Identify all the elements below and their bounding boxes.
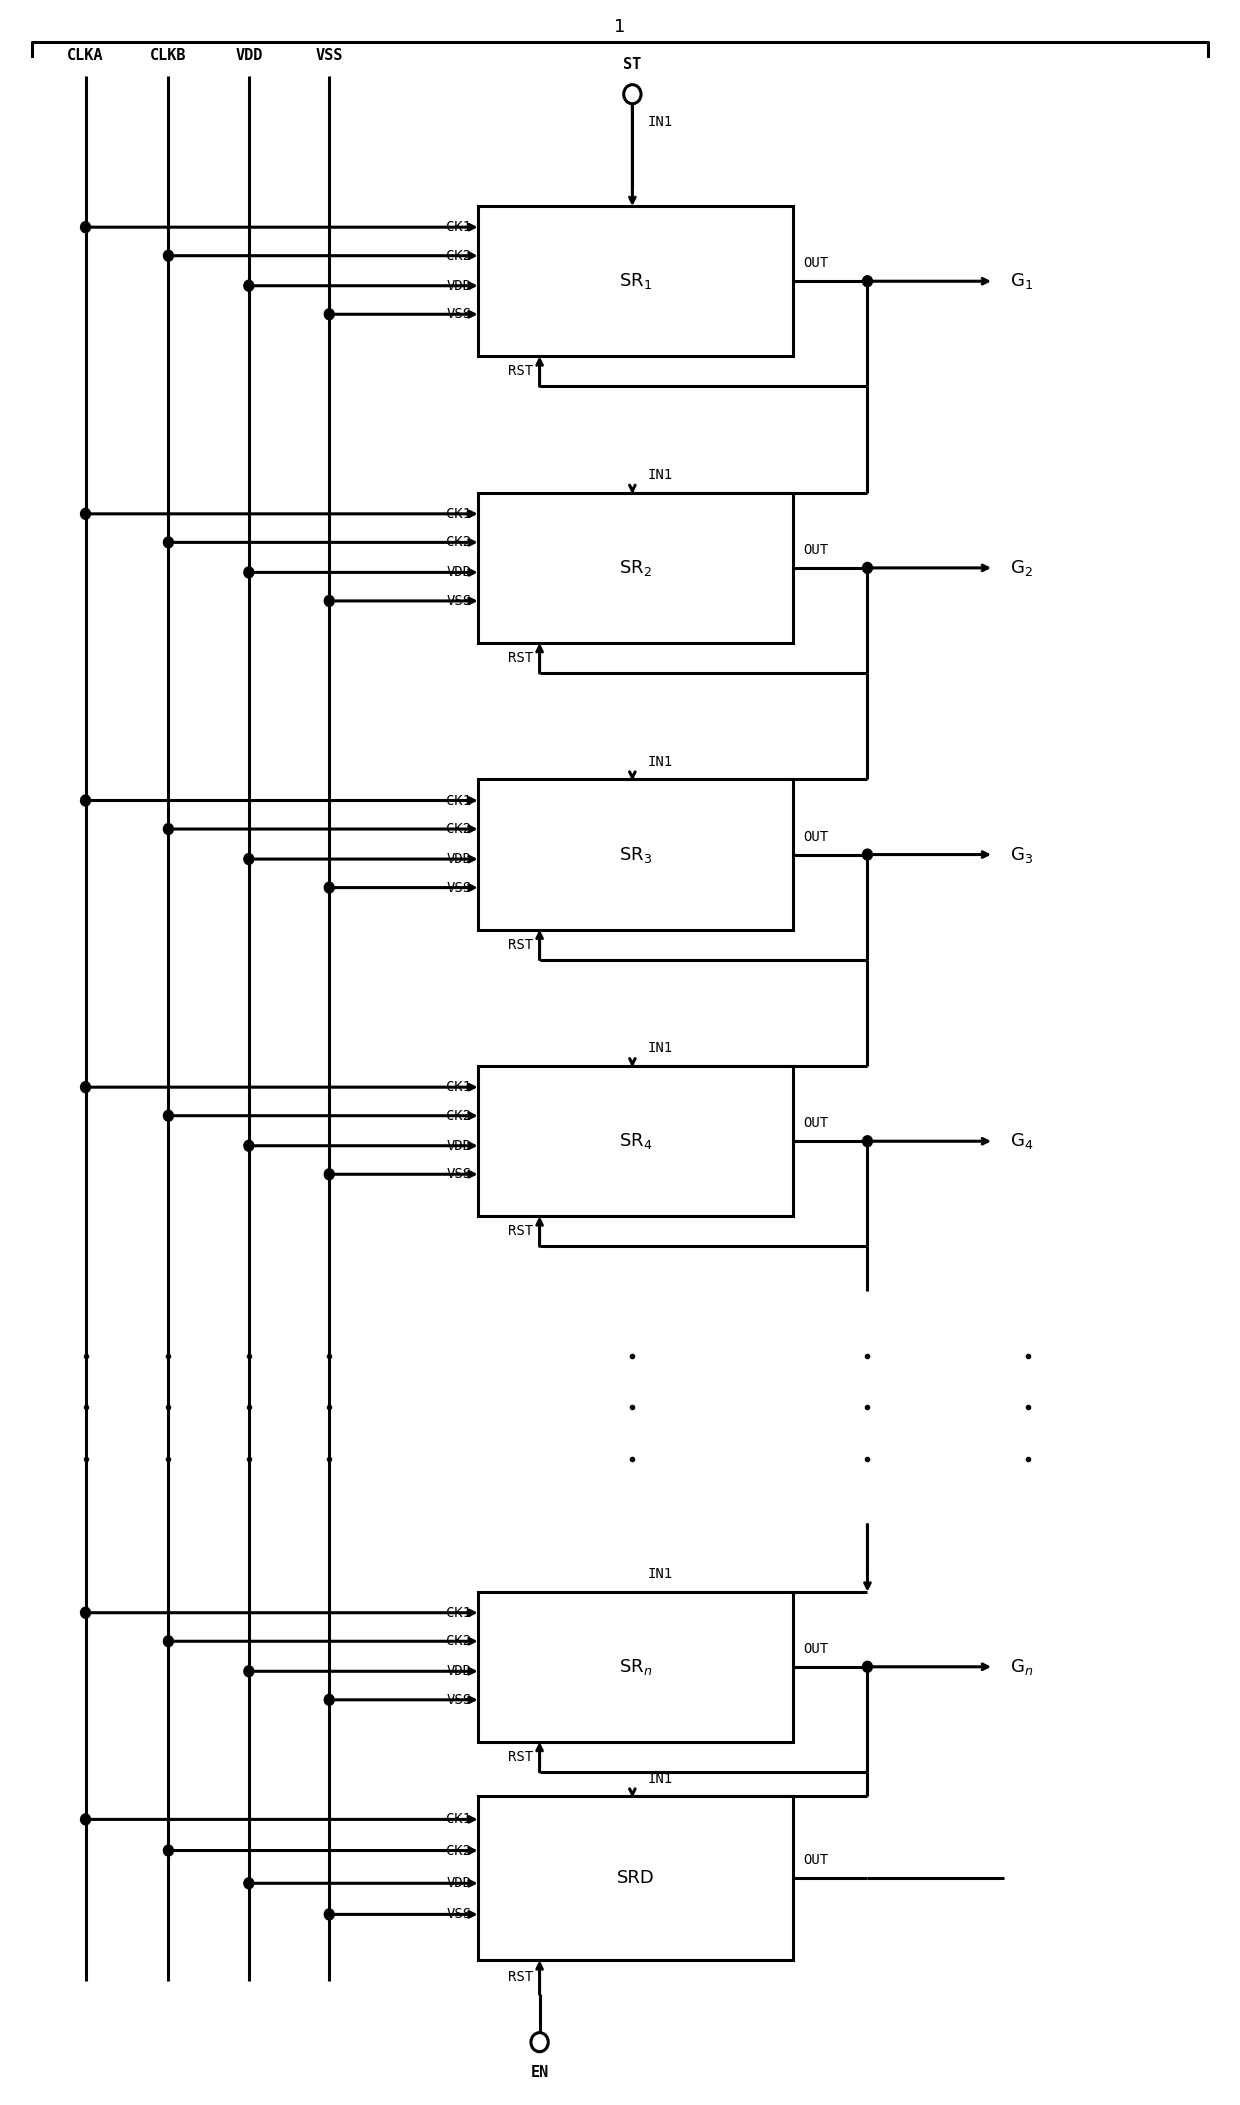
Text: VDD: VDD [446,1876,471,1890]
Text: RST: RST [508,1749,533,1764]
Text: CK1: CK1 [446,507,471,520]
Circle shape [81,1608,91,1619]
Circle shape [81,509,91,520]
Bar [477,206,794,356]
Text: SR$_4$: SR$_4$ [619,1130,652,1151]
Circle shape [244,1665,254,1678]
Text: OUT: OUT [804,829,828,844]
Circle shape [81,1082,91,1092]
Circle shape [81,1815,91,1825]
Text: VDD: VDD [236,48,263,63]
Text: EN: EN [531,2065,549,2080]
Text: G$_2$: G$_2$ [1009,558,1033,579]
Text: IN1: IN1 [647,467,672,482]
Text: IN1: IN1 [647,1772,672,1785]
Text: RST: RST [508,1970,533,1985]
Text: CK1: CK1 [446,794,471,808]
Text: RST: RST [508,1225,533,1238]
Text: CK2: CK2 [446,1109,471,1122]
Bar [477,1796,794,1960]
Text: RST: RST [508,650,533,665]
Text: CK1: CK1 [446,1812,471,1827]
Text: CK1: CK1 [446,1606,471,1619]
Circle shape [863,848,873,861]
Text: VSS: VSS [446,1907,471,1922]
Text: SR$_1$: SR$_1$ [619,272,652,290]
Text: CK2: CK2 [446,1844,471,1857]
Bar [477,493,794,642]
Text: VSS: VSS [446,880,471,895]
Text: VSS: VSS [446,307,471,322]
Text: G$_4$: G$_4$ [1009,1130,1033,1151]
Bar [477,779,794,930]
Text: CK2: CK2 [446,823,471,836]
Text: VSS: VSS [446,594,471,608]
Text: CK2: CK2 [446,535,471,549]
Text: OUT: OUT [804,257,828,269]
Circle shape [164,823,174,834]
Text: SR$_n$: SR$_n$ [619,1657,652,1678]
Text: RST: RST [508,364,533,379]
Text: IN1: IN1 [647,114,672,128]
Text: IN1: IN1 [647,754,672,768]
Text: IN1: IN1 [647,1566,672,1581]
Text: CK2: CK2 [446,248,471,263]
Text: 1: 1 [614,17,626,36]
Text: CK2: CK2 [446,1633,471,1648]
Text: OUT: OUT [804,1852,828,1867]
Text: CLKB: CLKB [150,48,187,63]
Text: IN1: IN1 [647,1042,672,1055]
Text: RST: RST [508,937,533,951]
Circle shape [244,566,254,579]
Text: OUT: OUT [804,1116,828,1130]
Text: CK1: CK1 [446,221,471,234]
Circle shape [325,1909,335,1920]
Circle shape [164,1636,174,1646]
Circle shape [325,882,335,893]
Text: VSS: VSS [446,1692,471,1707]
Circle shape [164,1109,174,1122]
Text: VSS: VSS [446,1168,471,1181]
Circle shape [244,855,254,865]
Text: ST: ST [624,57,641,72]
Text: CK1: CK1 [446,1080,471,1095]
Circle shape [863,562,873,573]
Bar [477,1065,794,1217]
Text: SR$_2$: SR$_2$ [619,558,652,579]
Text: VDD: VDD [446,566,471,579]
Circle shape [244,1141,254,1151]
Text: OUT: OUT [804,543,828,558]
Circle shape [325,1695,335,1705]
Circle shape [325,309,335,320]
Text: SR$_3$: SR$_3$ [619,844,652,865]
Text: VDD: VDD [446,1139,471,1154]
Circle shape [81,796,91,806]
Circle shape [863,1661,873,1671]
Text: VSS: VSS [315,48,343,63]
Bar [477,1591,794,1741]
Text: VDD: VDD [446,853,471,865]
Circle shape [325,596,335,606]
Circle shape [164,250,174,261]
Circle shape [164,1846,174,1857]
Text: SRD: SRD [616,1869,655,1888]
Circle shape [164,537,174,547]
Text: VDD: VDD [446,1665,471,1678]
Circle shape [244,1878,254,1888]
Text: G$_1$: G$_1$ [1009,272,1033,290]
Text: OUT: OUT [804,1642,828,1657]
Text: G$_n$: G$_n$ [1009,1657,1033,1678]
Circle shape [863,1137,873,1147]
Circle shape [863,276,873,286]
Text: VDD: VDD [446,278,471,293]
Circle shape [81,221,91,234]
Text: G$_3$: G$_3$ [1009,844,1033,865]
Circle shape [325,1168,335,1179]
Text: CLKA: CLKA [67,48,104,63]
Circle shape [244,280,254,290]
